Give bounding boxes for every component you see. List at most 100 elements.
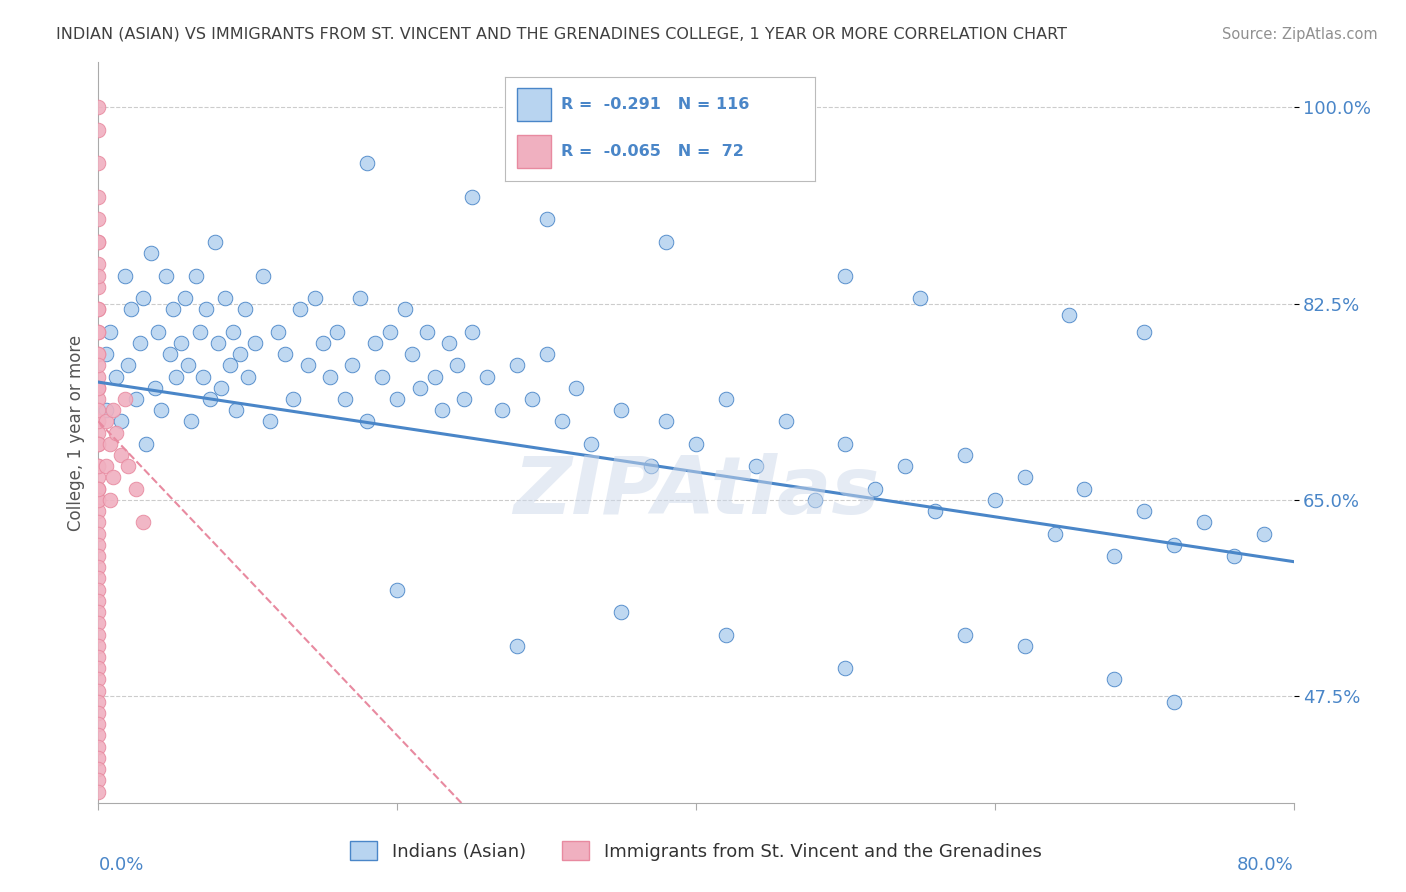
Point (236, 369, 259, 384)
Point (453, 392, 475, 406)
Point (114, 268, 136, 283)
Point (87, 706, 110, 720)
Point (87, 235, 110, 249)
Point (120, 302, 142, 317)
Point (349, 291, 371, 305)
Point (319, 369, 342, 384)
Point (87, 359, 110, 373)
Point (581, 437, 603, 451)
Point (117, 359, 139, 373)
Point (87, 516, 110, 530)
Point (177, 359, 200, 373)
Point (132, 516, 155, 530)
Text: Source: ZipAtlas.com: Source: ZipAtlas.com (1222, 27, 1378, 42)
Point (195, 302, 218, 317)
Point (87, 347, 110, 361)
Point (326, 325, 349, 339)
Point (87, 594, 110, 608)
Point (87, 560, 110, 574)
Point (87, 257, 110, 271)
Point (87, 302, 110, 317)
Point (714, 392, 737, 406)
Point (135, 437, 157, 451)
Point (87, 739, 110, 754)
Point (259, 414, 281, 428)
Point (87, 482, 110, 496)
Point (87, 616, 110, 631)
Text: ZIPAtlas: ZIPAtlas (513, 453, 879, 531)
Point (520, 392, 543, 406)
Point (233, 302, 256, 317)
Point (894, 459, 917, 474)
Point (87, 414, 110, 428)
Point (953, 448, 976, 462)
Text: INDIAN (ASIAN) VS IMMIGRANTS FROM ST. VINCENT AND THE GRENADINES COLLEGE, 1 YEAR: INDIAN (ASIAN) VS IMMIGRANTS FROM ST. VI… (56, 27, 1067, 42)
Point (1223, 549, 1246, 563)
Point (356, 156, 378, 170)
Point (87, 526, 110, 541)
Point (378, 325, 401, 339)
Point (536, 347, 558, 361)
Point (143, 381, 166, 395)
Point (281, 392, 304, 406)
Point (94, 347, 117, 361)
Point (174, 291, 197, 305)
Point (87, 683, 110, 698)
Point (655, 235, 678, 249)
Point (1014, 639, 1036, 653)
Point (165, 369, 187, 384)
Point (87, 392, 110, 406)
Point (184, 268, 207, 283)
Point (225, 403, 247, 417)
Point (98, 437, 122, 451)
Point (87, 381, 110, 395)
Point (98, 325, 122, 339)
Point (219, 359, 242, 373)
Point (804, 492, 827, 507)
Point (775, 414, 797, 428)
Point (87, 190, 110, 204)
Point (129, 335, 152, 350)
Point (565, 381, 588, 395)
Legend: Indians (Asian), Immigrants from St. Vincent and the Grenadines: Indians (Asian), Immigrants from St. Vin… (343, 834, 1049, 868)
Point (200, 392, 222, 406)
Point (87, 325, 110, 339)
Point (430, 403, 453, 417)
Point (87, 325, 110, 339)
Point (87, 661, 110, 675)
Point (87, 639, 110, 653)
Point (506, 639, 529, 653)
Point (87, 784, 110, 798)
Point (610, 403, 633, 417)
Point (94, 459, 117, 474)
Point (87, 459, 110, 474)
Point (94, 414, 117, 428)
Point (155, 268, 177, 283)
Point (865, 482, 887, 496)
Point (252, 268, 274, 283)
Point (423, 369, 446, 384)
Point (984, 492, 1007, 507)
Point (87, 673, 110, 687)
Point (1043, 526, 1066, 541)
Point (87, 492, 110, 507)
Point (1253, 526, 1275, 541)
Point (953, 627, 976, 641)
Point (685, 437, 707, 451)
Point (714, 627, 737, 641)
Point (87, 369, 110, 384)
Point (87, 627, 110, 641)
Point (204, 235, 226, 249)
Point (536, 212, 558, 227)
Point (274, 347, 297, 361)
Point (87, 571, 110, 585)
Point (87, 751, 110, 765)
Point (364, 335, 387, 350)
Point (188, 325, 211, 339)
Point (87, 773, 110, 788)
Point (446, 359, 468, 373)
Point (87, 347, 110, 361)
Point (87, 425, 110, 440)
Point (87, 459, 110, 474)
Point (87, 582, 110, 597)
